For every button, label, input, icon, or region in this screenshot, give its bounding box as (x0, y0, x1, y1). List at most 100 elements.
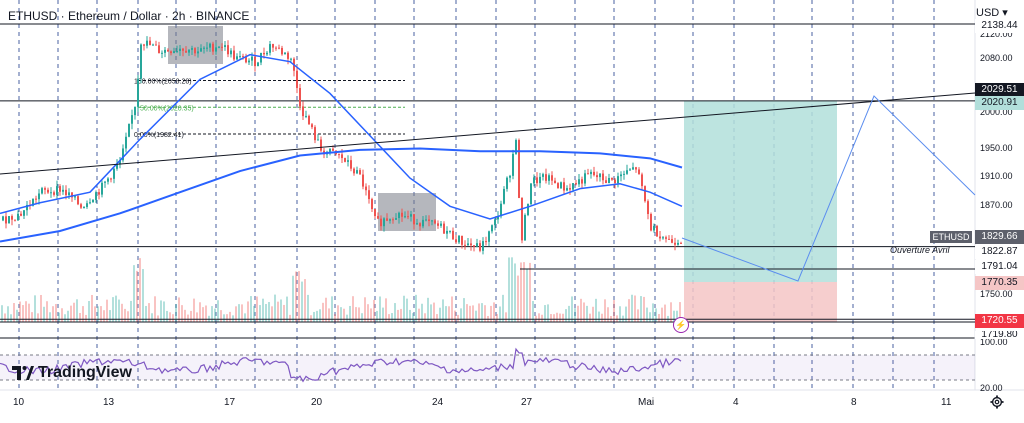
candle-body (227, 45, 229, 55)
volume-bar (184, 309, 186, 322)
volume-bar (292, 275, 294, 322)
date-label: 24 (432, 397, 444, 408)
volume-bar (7, 306, 9, 322)
volume-bar (337, 305, 339, 322)
volume-bar (340, 307, 342, 322)
candle-body (557, 183, 559, 189)
price-label: 1770.35 (975, 276, 1024, 290)
candle-body (206, 47, 208, 49)
volume-bar (433, 302, 435, 322)
volume-bar (343, 308, 345, 322)
volume-bar (187, 314, 189, 322)
candle-body (416, 223, 418, 225)
candle-body (86, 203, 88, 207)
volume-bar (379, 296, 381, 322)
candle-body (350, 160, 352, 169)
rsi-pane (0, 347, 975, 383)
candle-body (437, 223, 439, 226)
lightning-icon[interactable]: ⚡ (673, 317, 689, 333)
gear-icon[interactable] (990, 395, 1004, 409)
candle-body (476, 243, 478, 247)
candle-body (302, 106, 304, 117)
volume-bar (505, 312, 507, 322)
volume-bar (457, 314, 459, 322)
volume-bar (193, 298, 195, 322)
volume-bar (640, 296, 642, 322)
candle-body (113, 168, 115, 179)
candle-body (524, 215, 526, 241)
candle-body (116, 163, 118, 169)
volume-bar (556, 312, 558, 322)
volume-bar (454, 310, 456, 322)
rsi-band (0, 355, 975, 380)
candle-body (563, 182, 565, 191)
candle-body (125, 136, 127, 149)
fib-label: 50.00%(2020.35) (140, 105, 194, 112)
candle-body (14, 219, 16, 221)
candle-body (386, 218, 388, 221)
candle-body (650, 214, 652, 231)
volume-bar (160, 300, 162, 322)
candle-body (353, 168, 355, 174)
candle-body (146, 40, 148, 46)
volume-bar (475, 310, 477, 322)
candle-body (554, 180, 556, 184)
candle-body (404, 216, 406, 218)
candle-body (173, 51, 175, 54)
candle-body (164, 49, 166, 53)
volume-bar (352, 296, 354, 322)
candle-body (284, 52, 286, 55)
volume-bar (463, 298, 465, 322)
volume-bar (418, 308, 420, 322)
volume-bar (226, 314, 228, 322)
candle-body (287, 52, 289, 59)
candle-body (551, 175, 553, 181)
volume-bar (154, 296, 156, 322)
candle-body (254, 56, 256, 67)
volume-bar (76, 299, 78, 322)
volume-bar (529, 262, 531, 322)
candle-body (296, 70, 298, 89)
logo-text: TradingView (38, 364, 132, 381)
volume-bar (238, 304, 240, 322)
candle-body (239, 56, 241, 58)
candle-body (530, 183, 532, 205)
volume-bar (637, 309, 639, 322)
currency-label[interactable]: USD (976, 7, 1000, 19)
candle-body (191, 48, 193, 50)
volume-bar (97, 306, 99, 322)
volume-bar (376, 310, 378, 322)
candle-body (575, 183, 577, 185)
projection-path (681, 95, 976, 282)
volume-bar (499, 306, 501, 322)
candle-body (428, 219, 430, 222)
range-boxes (168, 26, 436, 231)
candle-body (242, 56, 244, 58)
volume-bar (679, 302, 681, 322)
position-target-zone (684, 101, 837, 282)
volume-bar (400, 308, 402, 322)
candle-body (482, 241, 484, 251)
volume-bar (484, 305, 486, 322)
volume-bar (259, 305, 261, 322)
candle-body (74, 196, 76, 198)
candle-body (50, 192, 52, 194)
fib-label: 0.00%(1982.41) (134, 132, 184, 139)
candle-body (446, 230, 448, 234)
candle-body (158, 45, 160, 53)
volume-bar (67, 310, 69, 322)
candle-body (209, 43, 211, 48)
volume-bar (274, 294, 276, 322)
candle-body (641, 174, 643, 187)
volume-bar (52, 306, 54, 322)
volume-bar (31, 312, 33, 322)
volume-bar (661, 307, 663, 322)
candle-body (653, 225, 655, 231)
candle-body (542, 174, 544, 177)
candle-body (212, 43, 214, 52)
candle-body (200, 48, 202, 52)
candle-body (272, 44, 274, 48)
currency-selector[interactable]: USD ▾ (976, 6, 1008, 19)
